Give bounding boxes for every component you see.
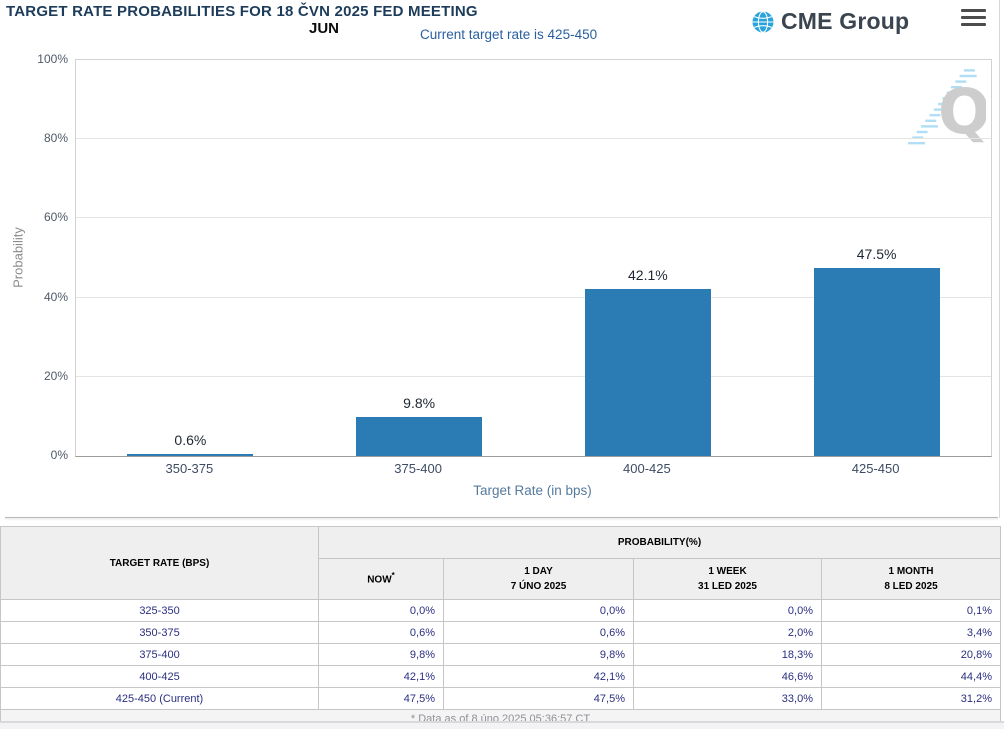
right-edge-divider [999, 0, 1000, 518]
svg-text:Q: Q [938, 75, 986, 148]
quikstrike-watermark-icon: Q [908, 69, 986, 148]
probability-bar [127, 453, 254, 456]
probability-group-header: PROBABILITY(%) [318, 526, 1001, 559]
probability-cell: 0,6% [318, 621, 444, 644]
probability-bar [813, 267, 940, 456]
probability-cell: 42,1% [318, 665, 444, 688]
y-tick-label: 80% [43, 131, 68, 146]
bar-value-label: 0.6% [174, 431, 207, 448]
column-header-1-month: 1 MONTH 8 LED 2025 [821, 558, 1001, 600]
gridline [76, 375, 991, 377]
probability-cell: 0,0% [633, 599, 822, 622]
current-rate-note: Current target rate is 425-450 [420, 27, 598, 42]
probability-cell: 0,0% [318, 599, 444, 622]
probability-cell: 0,6% [443, 621, 634, 644]
cme-group-logo[interactable]: CME Group [752, 8, 909, 35]
probability-cell: 2,0% [633, 621, 822, 644]
gridline [76, 296, 991, 298]
probability-cell: 47,5% [443, 687, 634, 710]
rate-range-cell: 375-400 [0, 643, 319, 666]
y-tick-label: 20% [43, 368, 68, 383]
y-tick-label: 0% [50, 448, 68, 462]
x-tick-label: 400-425 [623, 461, 671, 476]
rate-range-cell: 425-450 (Current) [0, 687, 319, 710]
chart-card-bottom-border [5, 517, 998, 518]
meeting-month-label: JUN [309, 20, 340, 37]
x-tick-label: 425-450 [851, 461, 900, 476]
probability-bar [356, 417, 483, 456]
cme-group-wordmark: CME Group [781, 8, 910, 34]
y-tick-label: 100% [37, 52, 68, 66]
probability-bar [584, 289, 711, 456]
table-row: 400-425 42,1% 42,1% 46,6% 44,4% [0, 665, 1001, 688]
x-axis-title: Target Rate (in bps) [473, 483, 592, 498]
probability-cell: 3,4% [821, 621, 1001, 644]
x-tick-label: 350-375 [165, 461, 214, 476]
rate-range-cell: 325-350 [0, 599, 319, 622]
probability-cell: 42,1% [443, 665, 634, 688]
y-tick-label: 60% [43, 210, 68, 225]
probability-cell: 20,8% [821, 643, 1001, 666]
probability-cell: 46,6% [633, 665, 822, 688]
bar-value-label: 47.5% [856, 245, 897, 262]
table-row: 325-350 0,0% 0,0% 0,0% 0,1% [0, 599, 1001, 622]
probability-cell: 0,0% [443, 599, 634, 622]
column-header-1-week: 1 WEEK 31 LED 2025 [633, 558, 822, 600]
probability-cell: 44,4% [821, 665, 1001, 688]
probability-table: TARGET RATE (BPS) PROBABILITY(%) NOW* 1 D… [0, 526, 1001, 728]
rate-range-cell: 400-425 [0, 665, 319, 688]
plot-area: Q 0.6% 9.8% 42.1% 47.5% [75, 59, 992, 457]
probability-cell: 33,0% [633, 687, 822, 710]
probability-cell: 47,5% [318, 687, 444, 710]
probability-cell: 9,8% [318, 643, 444, 666]
gridline [76, 138, 991, 140]
page-title: TARGET RATE PROBABILITIES FOR 18 ČVN 202… [6, 3, 478, 20]
table-row: 350-375 0,6% 0,6% 2,0% 3,4% [0, 621, 1001, 644]
table-row: 425-450 (Current) 47,5% 47,5% 33,0% 31,2% [0, 687, 1001, 710]
table-row: 375-400 9,8% 9,8% 18,3% 20,8% [0, 643, 1001, 666]
probability-cell: 0,1% [821, 599, 1001, 622]
probability-cell: 31,2% [821, 687, 1001, 710]
bar-value-label: 42.1% [628, 267, 668, 284]
column-header-now: NOW* [318, 558, 444, 600]
y-axis-ticks: 0% 20% 40% 60% 80% 100% [0, 52, 68, 462]
hamburger-menu-icon[interactable] [961, 9, 986, 26]
bottom-strip [0, 721, 1004, 729]
x-tick-label: 375-400 [394, 461, 442, 476]
rate-range-cell: 350-375 [0, 621, 319, 644]
globe-icon [752, 10, 774, 33]
y-tick-label: 40% [43, 289, 68, 304]
column-header-1-day: 1 DAY 7 ÚNO 2025 [443, 558, 634, 600]
bar-value-label: 9.8% [403, 395, 436, 412]
x-axis-ticks: 350-375 375-400 400-425 425-450 [75, 461, 990, 477]
probability-cell: 18,3% [633, 643, 822, 666]
target-rate-column-header: TARGET RATE (BPS) [0, 526, 319, 600]
gridline [76, 217, 991, 219]
probability-cell: 9,8% [443, 643, 634, 666]
